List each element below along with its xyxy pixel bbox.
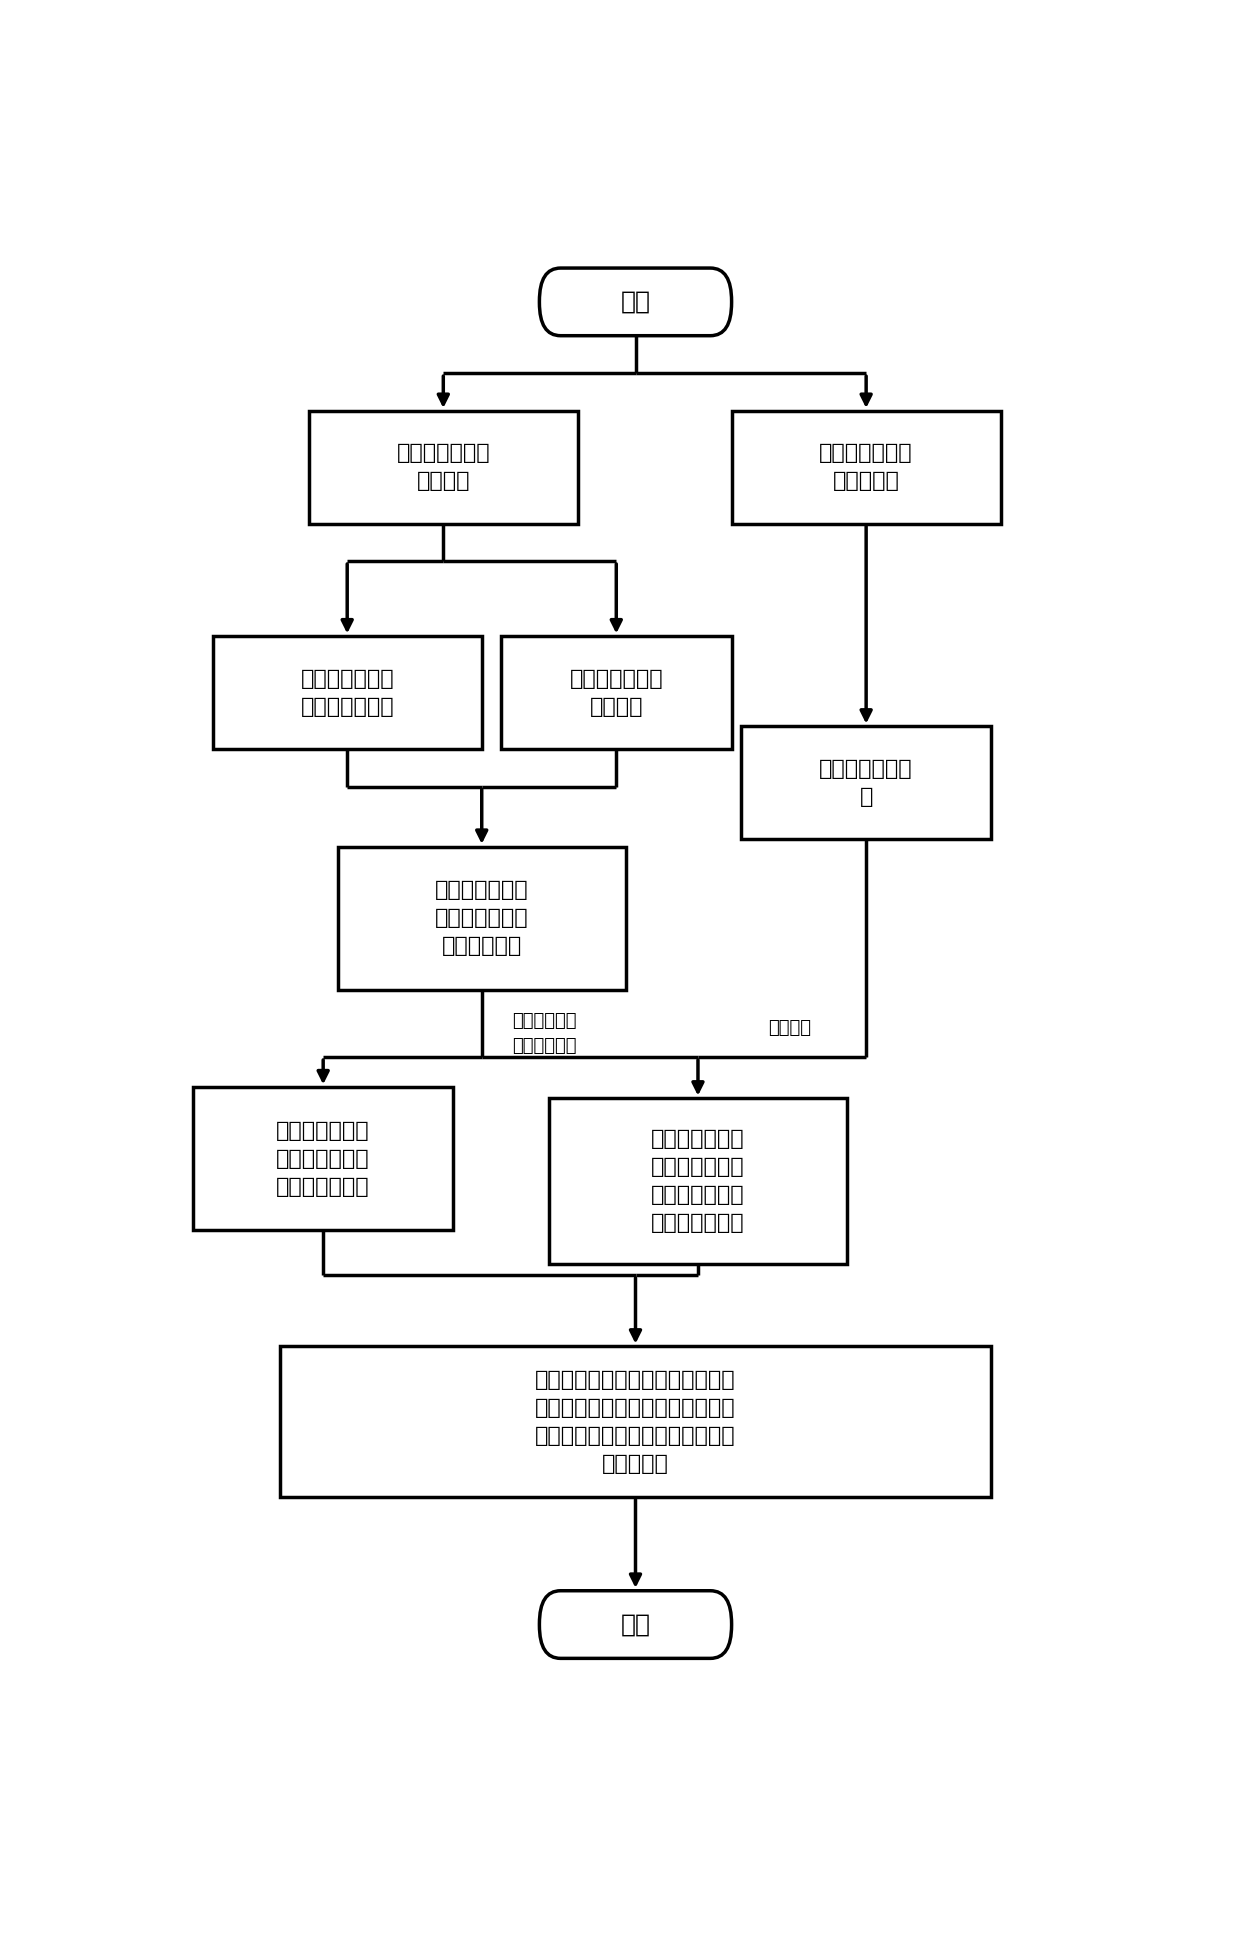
Bar <box>337 847 626 990</box>
Text: 创建时域推进流
固耦合计算模型
并计算研究对象
在流场中的响应: 创建时域推进流 固耦合计算模型 并计算研究对象 在流场中的响应 <box>651 1128 745 1234</box>
Text: 创建考虑模态激
振和机械阻尼的
结构计算命令: 创建考虑模态激 振和机械阻尼的 结构计算命令 <box>435 880 528 956</box>
Bar <box>549 1099 847 1263</box>
Text: 流固耦合结构
计算输入文件: 流固耦合结构 计算输入文件 <box>512 1013 577 1056</box>
Text: 研究对象有限元
模型建立: 研究对象有限元 模型建立 <box>397 443 490 492</box>
Bar <box>742 726 991 839</box>
Text: 开始: 开始 <box>620 291 651 314</box>
Text: 瞬态结构动力学
命令输出: 瞬态结构动力学 命令输出 <box>569 670 663 716</box>
FancyBboxPatch shape <box>539 267 732 336</box>
Text: 研究对象流场计
算模型建立: 研究对象流场计 算模型建立 <box>820 443 913 492</box>
Text: 计算考虑模态激
振后，研究对象
在真空中的响应: 计算考虑模态激 振后，研究对象 在真空中的响应 <box>277 1120 370 1197</box>
Text: 结束: 结束 <box>620 1612 651 1636</box>
Text: 进行流场定常计
算: 进行流场定常计 算 <box>820 759 913 806</box>
Text: 初始条件: 初始条件 <box>768 1019 811 1037</box>
Bar <box>501 636 732 750</box>
Text: 进行预应力模态
分析并输出振型: 进行预应力模态 分析并输出振型 <box>300 670 394 716</box>
Bar <box>193 1087 453 1230</box>
Bar <box>280 1347 991 1497</box>
Bar <box>309 410 578 523</box>
Text: 通过对数基函数拟合监测点在真空
以及流场中的位移响应包络线获得
非气动阻尼和总阻尼，进而计算得
到气动阻尼: 通过对数基函数拟合监测点在真空 以及流场中的位移响应包络线获得 非气动阻尼和总阻… <box>536 1370 735 1474</box>
Bar <box>213 636 481 750</box>
Bar <box>732 410 1001 523</box>
FancyBboxPatch shape <box>539 1591 732 1659</box>
